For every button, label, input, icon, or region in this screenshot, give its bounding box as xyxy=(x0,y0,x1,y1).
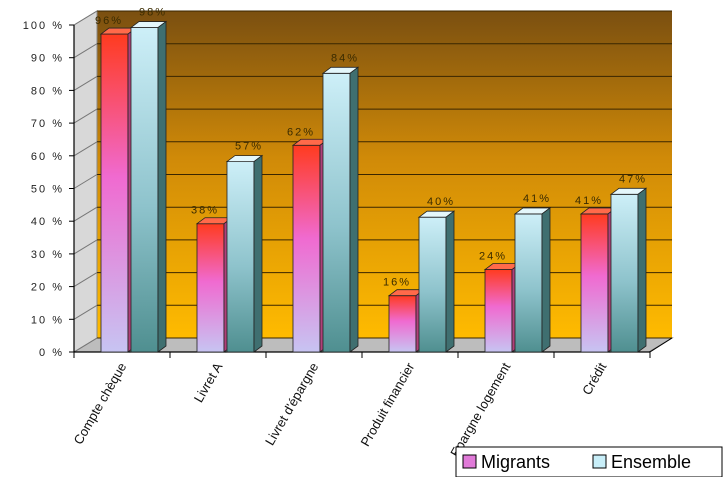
gridline-side xyxy=(73,10,98,26)
category-label-livret-d-epargne: Livret d'épargne xyxy=(262,360,321,448)
gridline-side xyxy=(73,43,98,59)
y-tick-label: 10 % xyxy=(31,314,64,326)
bar-ensemble-produit-financier-side xyxy=(445,210,455,353)
y-tick-label: 0 % xyxy=(39,347,64,359)
gridline-side xyxy=(73,75,98,91)
bar-ensemble-produit-financier xyxy=(417,210,456,353)
data-label-ensemble-livret-a: 57% xyxy=(235,141,263,153)
data-label-ensemble-credit: 47% xyxy=(619,173,647,185)
bar-migrants-compte-cheque-front xyxy=(100,33,129,353)
y-tick-label: 30 % xyxy=(31,249,64,261)
x-axis-depth xyxy=(649,337,673,353)
bar-ensemble-credit-front xyxy=(610,193,639,353)
data-label-migrants-compte-cheque: 96% xyxy=(95,15,123,27)
y-tick-label: 70 % xyxy=(31,118,64,130)
bar-migrants-credit-front xyxy=(580,213,609,353)
bar-ensemble-livret-d-epargne-front xyxy=(322,72,351,353)
legend-label-migrants: Migrants xyxy=(481,452,550,472)
category-label-epargne-logement: Epargne logement xyxy=(447,360,513,460)
data-label-ensemble-compte-cheque: 98% xyxy=(139,7,167,19)
data-label-ensemble-epargne-logement: 41% xyxy=(523,193,551,205)
bar-ensemble-livret-d-epargne xyxy=(321,66,360,353)
legend-box xyxy=(455,446,723,477)
gridline-side xyxy=(73,206,98,222)
category-label-livret-a: Livret A xyxy=(191,360,226,405)
data-label-ensemble-produit-financier: 40% xyxy=(427,196,455,208)
data-label-migrants-credit: 41% xyxy=(575,195,603,207)
gridline-side xyxy=(73,108,98,124)
gridline-side xyxy=(73,304,98,320)
bar-migrants-epargne-logement-front xyxy=(484,269,513,353)
bar-ensemble-compte-cheque-front xyxy=(130,27,159,353)
category-label-produit-financier: Produit financier xyxy=(357,359,417,448)
bar-ensemble-compte-cheque xyxy=(129,20,168,353)
category-label-compte-cheque: Compte chèque xyxy=(71,360,130,447)
data-label-ensemble-livret-d-epargne: 84% xyxy=(331,52,359,64)
bar-ensemble-produit-financier-front xyxy=(418,216,447,353)
bar-migrants-produit-financier-front xyxy=(388,295,417,353)
bar-ensemble-livret-d-epargne-side xyxy=(349,66,359,353)
gridline-side xyxy=(73,272,98,288)
bar-ensemble-livret-a xyxy=(225,154,264,353)
bar-ensemble-credit xyxy=(609,187,648,353)
y-tick-label: 40 % xyxy=(31,216,64,228)
legend-swatch-migrants xyxy=(462,454,477,469)
legend: Migrants Ensemble xyxy=(455,446,723,477)
data-label-migrants-livret-a: 38% xyxy=(191,205,219,217)
legend-swatch-ensemble xyxy=(592,454,607,469)
data-label-migrants-epargne-logement: 24% xyxy=(479,251,507,263)
y-tick-label: 50 % xyxy=(31,184,64,196)
data-label-migrants-livret-d-epargne: 62% xyxy=(287,126,315,138)
y-tick-label: 20 % xyxy=(31,282,64,294)
bar-ensemble-epargne-logement-front xyxy=(514,213,543,353)
bar-ensemble-epargne-logement-side xyxy=(541,207,551,353)
bar-ensemble-livret-a-front xyxy=(226,161,255,353)
bar-migrants-livret-d-epargne-front xyxy=(292,144,321,353)
bar-ensemble-epargne-logement xyxy=(513,207,552,353)
bar-ensemble-credit-side xyxy=(637,187,647,353)
legend-label-ensemble: Ensemble xyxy=(611,452,691,472)
bar-migrants-livret-a-front xyxy=(196,223,225,353)
data-label-migrants-produit-financier: 16% xyxy=(383,277,411,289)
y-tick-label: 60 % xyxy=(31,151,64,163)
y-tick-label: 90 % xyxy=(31,53,64,65)
gridline-side xyxy=(73,141,98,157)
gridline-side xyxy=(73,337,98,353)
gridline-side xyxy=(73,239,98,255)
gridline-side xyxy=(73,174,98,189)
bar-ensemble-livret-a-side xyxy=(253,154,263,353)
category-label-credit: Crédit xyxy=(579,360,610,398)
y-tick-label: 100 % xyxy=(23,20,64,32)
y-tick-label: 80 % xyxy=(31,85,64,97)
bar-ensemble-compte-cheque-side xyxy=(157,20,167,353)
